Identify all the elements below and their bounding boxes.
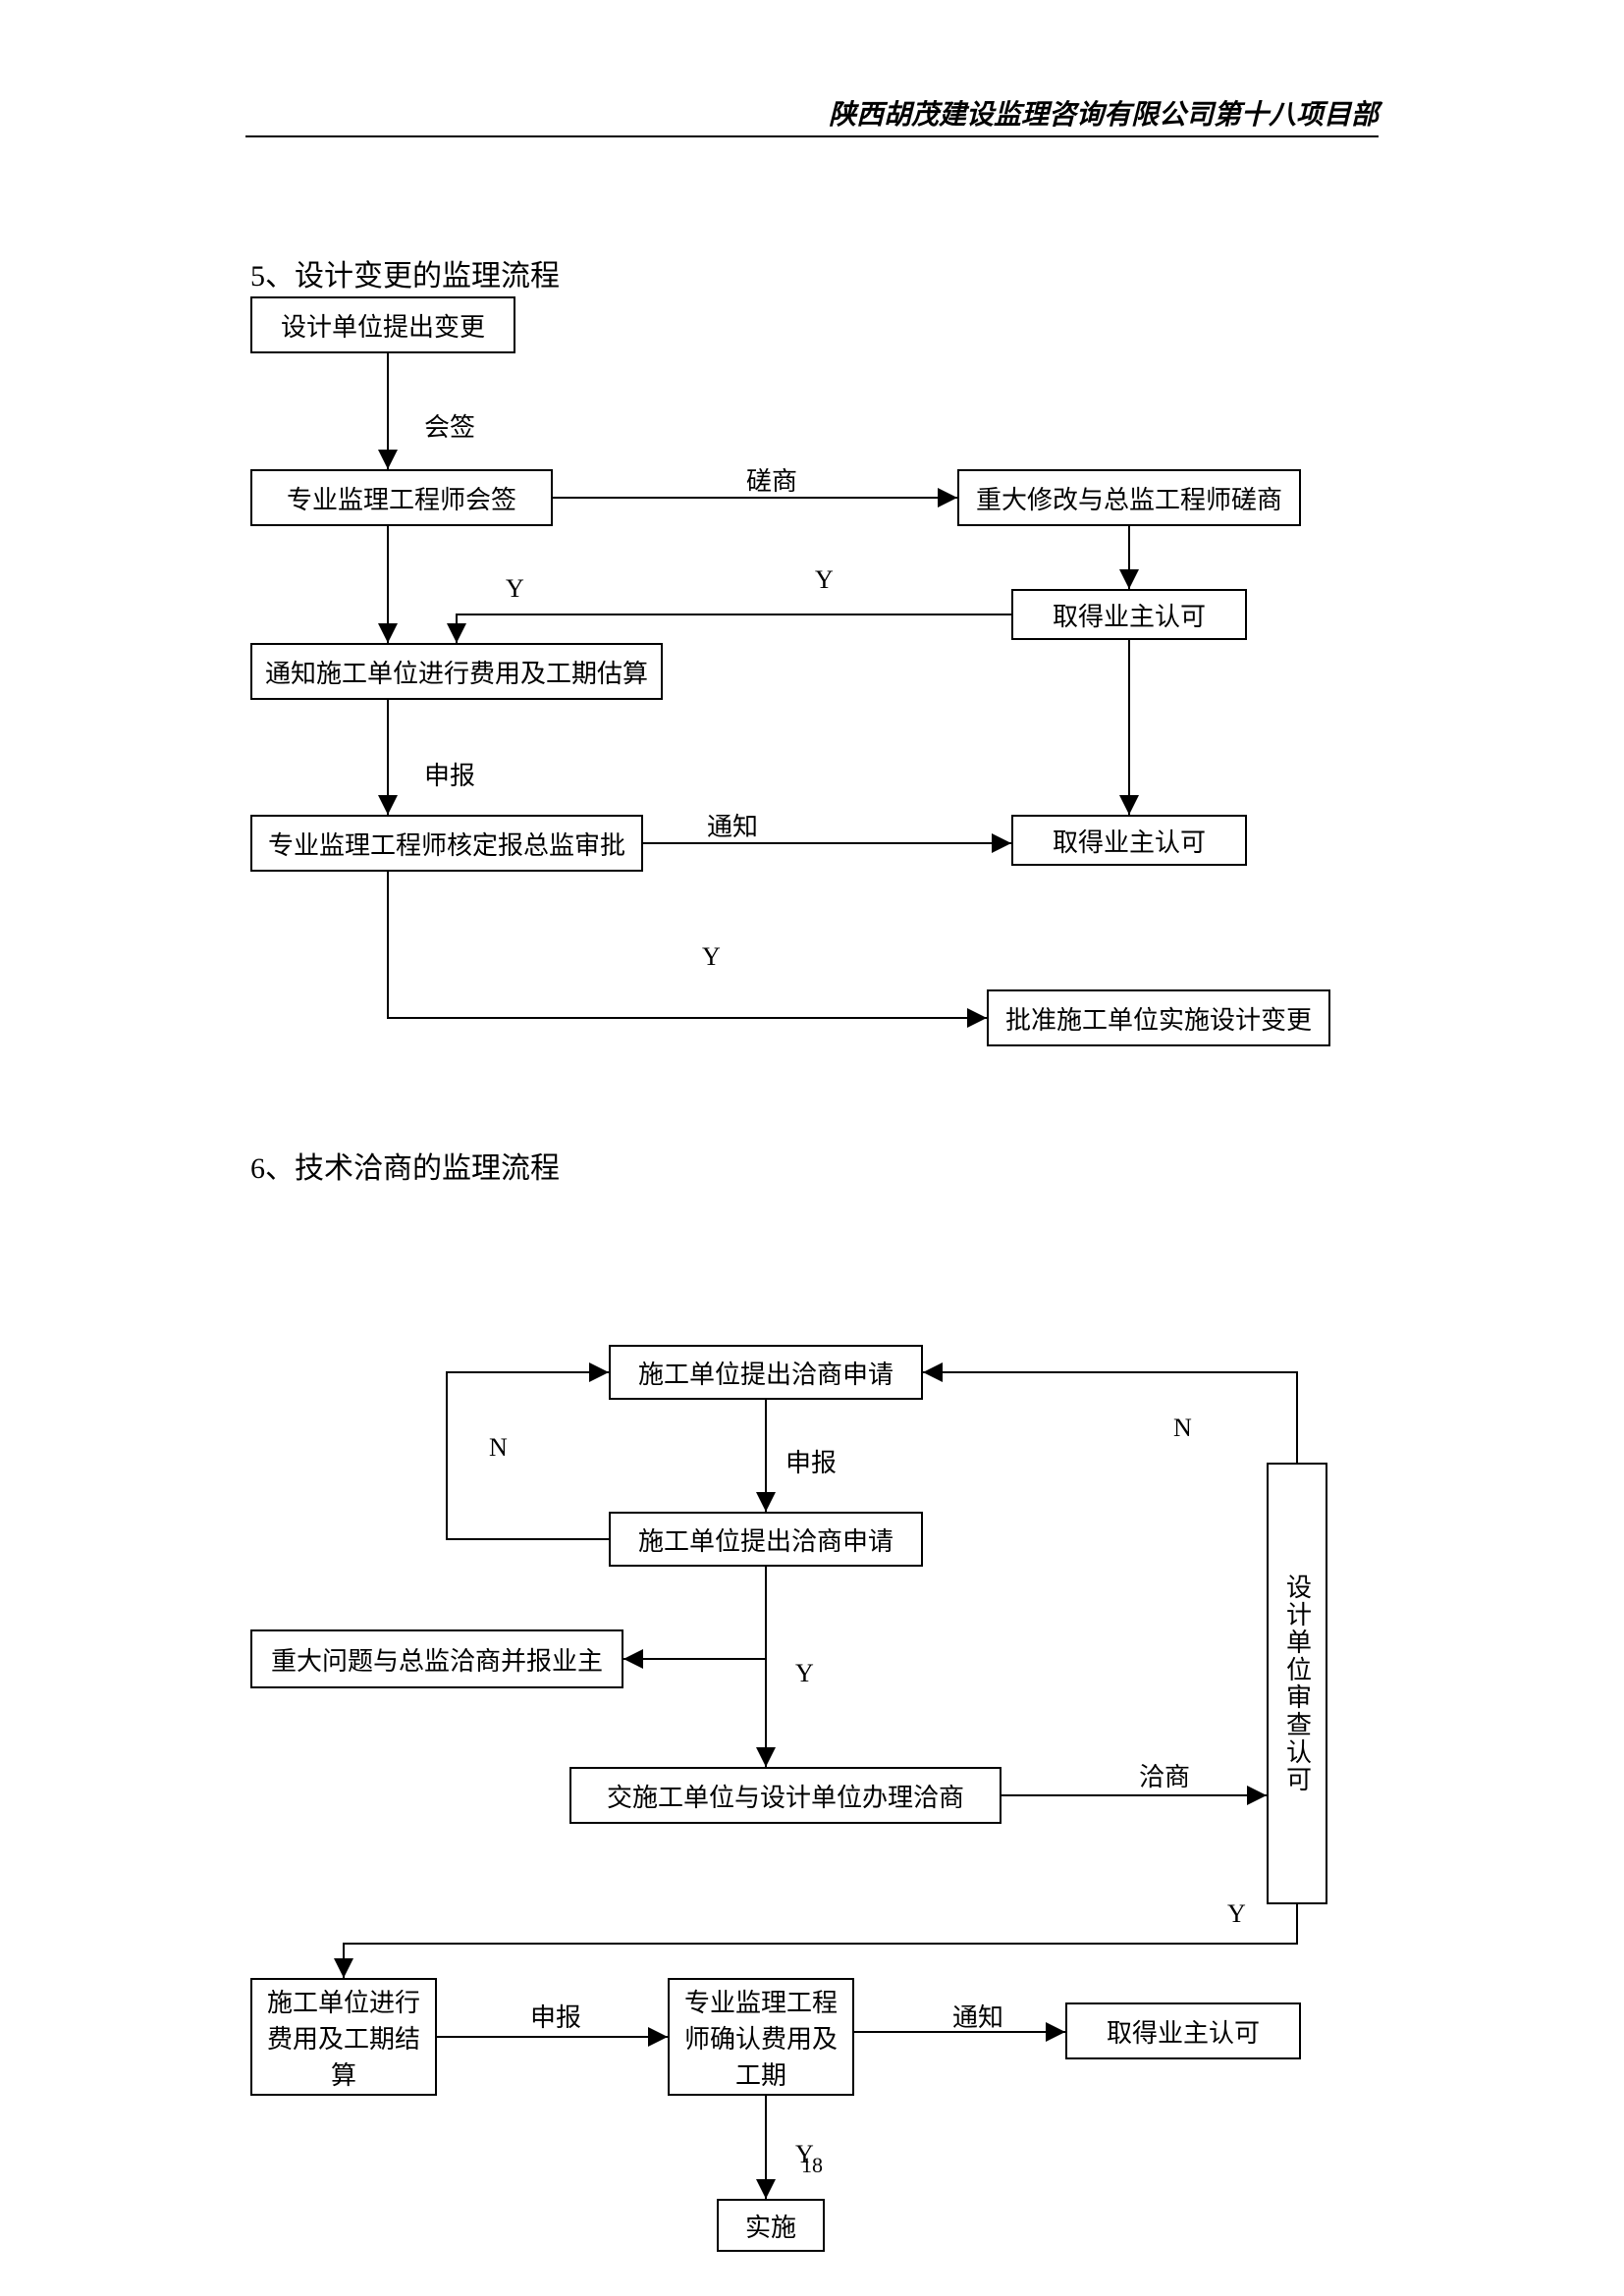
section6-title: 6、技术洽商的监理流程 (250, 1144, 560, 1187)
edge (447, 1372, 609, 1539)
s6-l_y3: Y (795, 2140, 814, 2169)
section5-title: 5、设计变更的监理流程 (250, 251, 560, 294)
s5-l_tongzhi: 通知 (707, 807, 758, 843)
s6-m4: 交施工单位与设计单位办理洽商 (569, 1767, 1001, 1824)
s6-l_n2: N (1173, 1414, 1192, 1443)
s5-l_cuoshang: 磋商 (746, 461, 797, 498)
page: 陕西胡茂建设监理咨询有限公司第十八项目部 18 5、设计变更的监理流程设计单位提… (0, 0, 1624, 2296)
s6-m5: 施工单位进行费用及工期结算 (250, 1978, 437, 2096)
s6-m2: 施工单位提出洽商申请 (609, 1512, 923, 1567)
s5-n6: 取得业主认可 (1011, 589, 1247, 640)
s6-l_y1: Y (795, 1659, 814, 1688)
s5-n3: 通知施工单位进行费用及工期估算 (250, 643, 663, 700)
s6-m1: 施工单位提出洽商申请 (609, 1345, 923, 1400)
s5-l_y1: Y (506, 574, 524, 604)
s5-l_y3: Y (702, 942, 721, 972)
s6-l_tongzhi: 通知 (952, 1998, 1003, 2034)
s6-m7: 取得业主认可 (1065, 2002, 1301, 2059)
edges-svg (0, 0, 1624, 2296)
s6-m6: 专业监理工程师确认费用及工期 (668, 1978, 854, 2096)
s5-l_y2: Y (815, 565, 834, 595)
s6-l_qiashang: 洽商 (1139, 1757, 1190, 1793)
edge (457, 614, 1011, 643)
s5-n8: 批准施工单位实施设计变更 (987, 989, 1330, 1046)
s5-n4: 专业监理工程师核定报总监审批 (250, 815, 643, 872)
s5-l_shenbao: 申报 (424, 756, 475, 792)
s6-mv: 设计单位审查认可 (1267, 1463, 1327, 1904)
s6-l_y2: Y (1227, 1899, 1246, 1929)
edge (388, 872, 987, 1018)
edge (344, 1904, 1297, 1978)
s6-l_shenbao: 申报 (785, 1443, 837, 1479)
s6-l_shenbao2: 申报 (530, 1998, 581, 2034)
s6-m3: 重大问题与总监洽商并报业主 (250, 1629, 623, 1688)
s6-m8: 实施 (717, 2199, 825, 2252)
s5-n2: 专业监理工程师会签 (250, 469, 553, 526)
s5-n1: 设计单位提出变更 (250, 296, 515, 353)
diagram-canvas: 5、设计变更的监理流程设计单位提出变更专业监理工程师会签通知施工单位进行费用及工… (0, 0, 1624, 2296)
s6-l_n1: N (489, 1433, 508, 1463)
s5-l_huiqian: 会签 (424, 407, 475, 444)
edge (923, 1372, 1297, 1463)
s5-n7: 取得业主认可 (1011, 815, 1247, 866)
s5-n5: 重大修改与总监工程师磋商 (957, 469, 1301, 526)
